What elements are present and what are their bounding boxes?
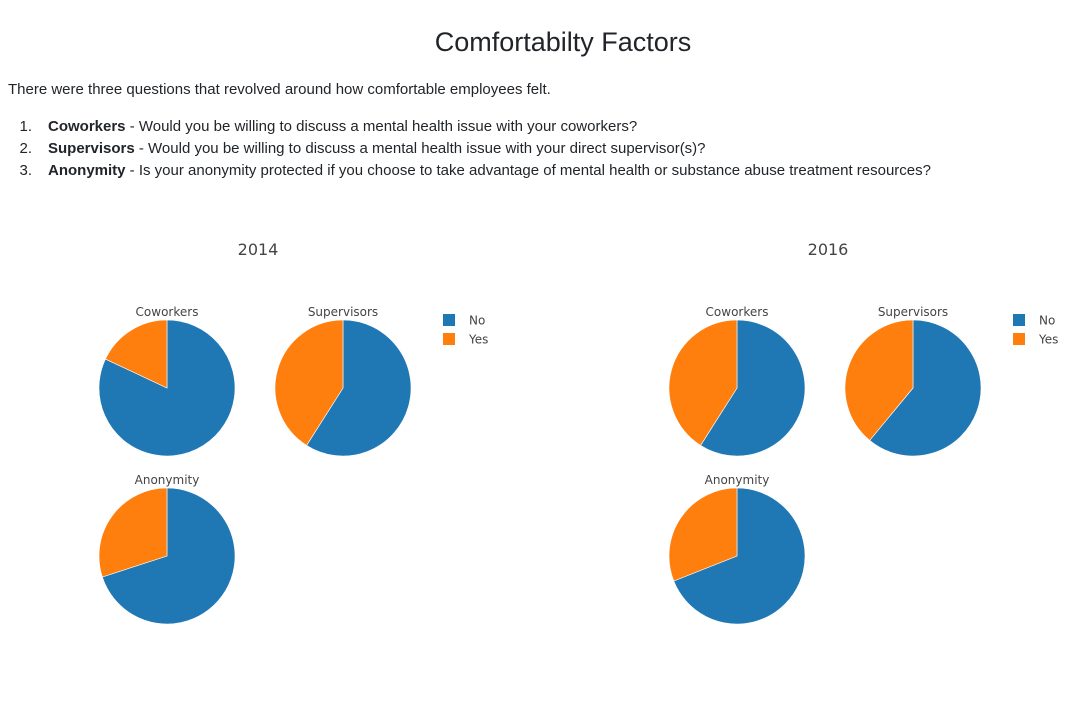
- chart-title: 2014: [238, 240, 279, 259]
- question-number: 1.: [19, 118, 32, 135]
- pie-supervisors: Supervisors: [844, 305, 982, 457]
- pie-coworkers: Coworkers: [668, 305, 806, 457]
- question-label: Coworkers: [48, 118, 126, 135]
- pie-supervisors: Supervisors: [274, 305, 412, 457]
- question-label: Anonymity: [48, 162, 126, 179]
- legend-label: Yes: [468, 333, 488, 347]
- question-text: - Would you be willing to discuss a ment…: [125, 118, 638, 135]
- legend-item-yes[interactable]: Yes: [443, 333, 488, 347]
- pie-slice-no[interactable]: [673, 487, 806, 625]
- question-label: Supervisors: [48, 140, 135, 157]
- question-list: 1. Coworkers - Would you be willing to di…: [0, 116, 931, 182]
- legend-item-yes[interactable]: Yes: [1013, 333, 1058, 347]
- pie-slice-yes[interactable]: [105, 319, 168, 389]
- pie-label: Anonymity: [135, 473, 200, 487]
- pie-slice-no[interactable]: [306, 319, 412, 457]
- pie-anonymity: Anonymity: [98, 473, 236, 625]
- question-number: 2.: [19, 140, 32, 157]
- legend-item-no[interactable]: No: [443, 314, 485, 328]
- pie-label: Supervisors: [308, 305, 378, 319]
- pie-anonymity: Anonymity: [668, 473, 806, 625]
- pie-slice-no[interactable]: [869, 319, 982, 457]
- legend-label: No: [1039, 314, 1055, 328]
- pie-label: Coworkers: [136, 305, 199, 319]
- legend-swatch: [443, 314, 455, 326]
- pie-chart-2014: 2014 Coworkers Supervisors Anonymity No Yes: [98, 240, 488, 625]
- legend-swatch: [1013, 333, 1025, 345]
- page-title: Comfortabilty Factors: [434, 27, 692, 57]
- chart-title: 2016: [808, 240, 849, 259]
- question-text: - Is your anonymity protected if you cho…: [125, 162, 931, 179]
- question-item-supervisors: 2. Supervisors - Would you be willing to …: [0, 138, 931, 160]
- pie-label: Coworkers: [706, 305, 769, 319]
- pie-slice-no[interactable]: [700, 319, 806, 457]
- question-number: 3.: [19, 162, 32, 179]
- question-item-anonymity: 3. Anonymity - Is your anonymity protecte…: [0, 160, 931, 182]
- legend-swatch: [443, 333, 455, 345]
- legend-label: Yes: [1038, 333, 1058, 347]
- intro-text: There were three questions that revolved…: [8, 81, 551, 98]
- legend-swatch: [1013, 314, 1025, 326]
- pie-slice-yes[interactable]: [98, 487, 168, 578]
- pie-slice-no[interactable]: [101, 487, 236, 625]
- pie-slice-yes[interactable]: [668, 319, 738, 446]
- chart-panel-2014: 2014 Coworkers Supervisors Anonymity No Yes: [0, 230, 540, 650]
- question-item-coworkers: 1. Coworkers - Would you be willing to di…: [0, 116, 931, 138]
- legend-label: No: [469, 314, 485, 328]
- legend-item-no[interactable]: No: [1013, 314, 1055, 328]
- pie-coworkers: Coworkers: [98, 305, 236, 457]
- pie-slice-yes[interactable]: [274, 319, 344, 446]
- pie-label: Supervisors: [878, 305, 948, 319]
- pie-label: Anonymity: [705, 473, 770, 487]
- pie-chart-2016: 2016 Coworkers Supervisors Anonymity No Yes: [668, 240, 1058, 625]
- pie-slice-yes[interactable]: [668, 487, 738, 582]
- question-text: - Would you be willing to discuss a ment…: [134, 140, 706, 157]
- legend: No Yes: [1013, 314, 1058, 347]
- pie-slice-yes[interactable]: [844, 319, 914, 441]
- chart-panel-2016: 2016 Coworkers Supervisors Anonymity No Yes: [570, 230, 1084, 650]
- legend: No Yes: [443, 314, 488, 347]
